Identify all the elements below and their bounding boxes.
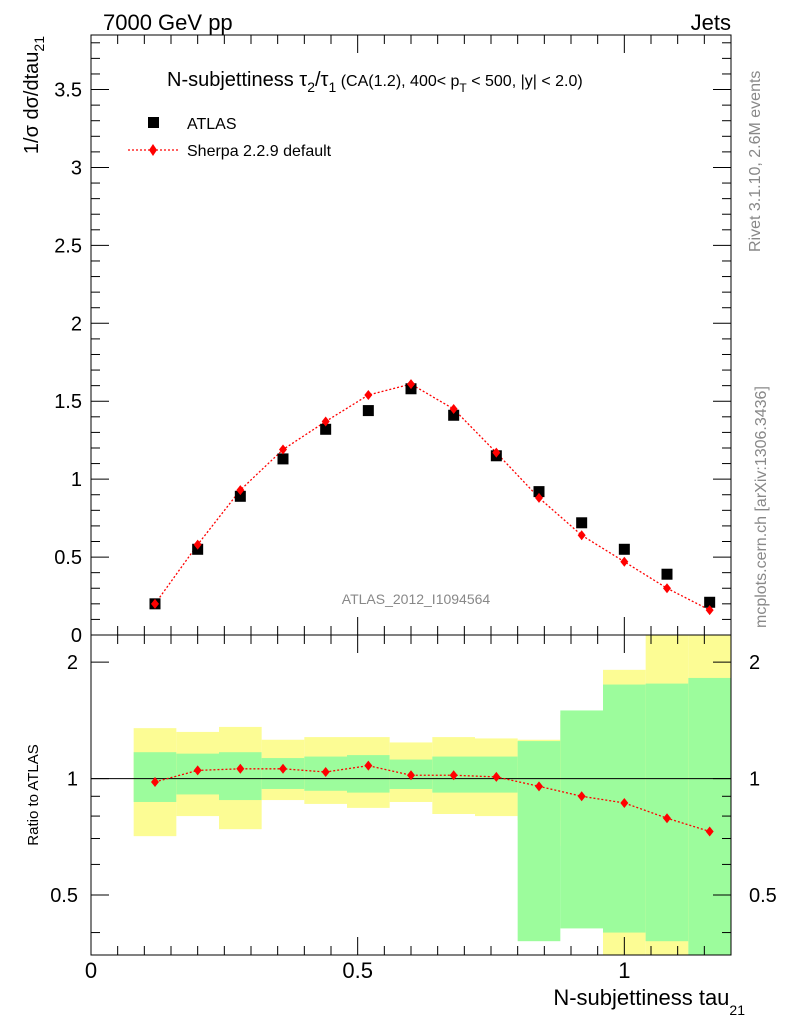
sherpa-point <box>535 492 543 503</box>
ratio-y-tick-label-left: 0.5 <box>50 885 78 907</box>
legend-atlas-label: ATLAS <box>187 116 237 133</box>
main-axis-ticks: 0.5 1 1.5 2 2.5 3 3.5 0 <box>54 42 731 647</box>
main-y-tick-label-zero: 0 <box>71 625 82 647</box>
ratio-mc-point <box>492 771 501 782</box>
ratio-y-label: Ratio to ATLAS <box>25 744 42 845</box>
x-axis-ticks: 0 0.5 1 <box>85 35 732 983</box>
header-left: 7000 GeV pp <box>103 10 233 35</box>
ratio-mc-points <box>151 760 714 837</box>
x-tick-label: 1 <box>618 958 630 983</box>
atlas-point <box>320 423 332 435</box>
sherpa-point <box>620 556 629 567</box>
header-right: Jets <box>691 10 731 35</box>
ratio-y-tick-label-right: 0.5 <box>749 885 777 907</box>
main-y-tick-label: 2 <box>71 313 82 335</box>
x-axis-label: N-subjettiness tau21 <box>553 985 745 1018</box>
atlas-point <box>618 543 630 555</box>
ratio-mc-point <box>151 776 159 787</box>
main-y-tick-label: 3.5 <box>54 80 82 102</box>
main-y-tick-label: 3 <box>71 157 82 179</box>
sherpa-point <box>321 416 330 427</box>
sherpa-point <box>407 379 415 390</box>
legend-sherpa-label: Sherpa 2.2.9 default <box>187 143 332 160</box>
band-inner-bin <box>560 710 603 929</box>
ratio-y-tick-label-left: 2 <box>67 652 78 674</box>
sherpa-point <box>663 583 671 594</box>
atlas-point <box>576 517 588 529</box>
ratio-mc-point <box>279 763 287 774</box>
sherpa-point <box>364 390 373 400</box>
sherpa-point <box>577 530 586 541</box>
title-prefix: N-subjettiness <box>167 69 299 91</box>
ratio-mc-point <box>535 781 543 792</box>
atlas-point <box>234 490 246 502</box>
ratio-y-tick-label-left: 1 <box>67 769 78 791</box>
ratio-y-tick-label-right: 1 <box>749 769 760 791</box>
sherpa-point <box>279 444 287 455</box>
title-suffix-a: (CA(1.2), 400< p <box>336 73 459 90</box>
x-tick-label: 0.5 <box>342 958 373 983</box>
ratio-uncertainty-bands <box>133 635 731 955</box>
ratio-axis-ticks: 0.5 0.5 1 1 2 2 <box>50 652 777 934</box>
atlas-point <box>448 409 460 421</box>
main-y-tick-label: 2.5 <box>54 235 82 257</box>
title-sub-t: T <box>459 81 467 95</box>
x-tick-label: 0 <box>85 958 97 983</box>
sherpa-point <box>151 598 159 609</box>
atlas-point <box>533 486 545 498</box>
main-y-tick-label: 1.5 <box>54 391 82 413</box>
band-inner-bin <box>645 683 689 942</box>
ratio-mc-point <box>321 766 330 777</box>
atlas-point <box>277 453 289 465</box>
main-y-label-text: 1/σ dσ/dtau <box>21 52 43 155</box>
band-inner-bin <box>517 741 561 942</box>
ratio-mc-point <box>193 765 202 776</box>
legend: ATLAS Sherpa 2.2.9 default <box>128 116 332 160</box>
sherpa-point <box>449 404 458 415</box>
band-inner-bin <box>219 752 262 801</box>
atlas-points <box>149 383 716 610</box>
title-sub2: 2 <box>307 79 315 95</box>
main-y-tick-label: 0.5 <box>54 547 82 569</box>
mcplots-label: mcplots.cern.ch [arXiv:1306.3436] <box>753 386 770 628</box>
title-tau2: τ <box>299 69 307 91</box>
x-axis-label-sub: 21 <box>729 1002 745 1018</box>
main-y-label: 1/σ dσ/dtau21 <box>21 36 47 154</box>
title-suffix-b: < 500, |y| < 2.0) <box>467 73 583 90</box>
title-sub1: 1 <box>328 79 336 95</box>
title-tau1: τ <box>321 69 329 91</box>
main-y-label-sub: 21 <box>31 36 47 52</box>
ratio-mc-line <box>154 764 710 833</box>
sherpa-line <box>154 383 710 611</box>
x-axis-label-text: N-subjettiness tau <box>553 985 729 1010</box>
ratio-mc-point <box>449 770 458 781</box>
sherpa-polyline <box>154 383 710 611</box>
sherpa-point <box>193 539 202 550</box>
ratio-mc-point <box>705 826 714 837</box>
title-slash: / <box>315 69 321 91</box>
ratio-mc-point <box>663 813 671 824</box>
band-inner-bin <box>603 684 646 933</box>
plot-title: N-subjettiness τ2/τ1 (CA(1.2), 400< pT <… <box>167 69 583 95</box>
ratio-mc-point <box>577 791 586 802</box>
sherpa-points <box>151 379 714 616</box>
atlas-point <box>362 405 374 417</box>
sherpa-point <box>492 447 501 458</box>
sherpa-point <box>705 605 714 616</box>
analysis-id: ATLAS_2012_I1094564 <box>342 591 491 607</box>
legend-sherpa-marker <box>149 144 157 156</box>
main-y-tick-label: 1 <box>71 469 82 491</box>
ratio-y-tick-label-right: 2 <box>749 652 760 674</box>
ratio-mc-point <box>620 797 629 808</box>
ratio-mc-point <box>364 760 373 771</box>
ratio-mc-point <box>236 763 245 774</box>
rivet-label: Rivet 3.1.10, 2.6M events <box>747 71 764 252</box>
atlas-point <box>661 568 673 580</box>
ratio-mc-point <box>407 770 415 781</box>
sherpa-point <box>236 485 245 496</box>
legend-atlas-marker <box>148 117 159 128</box>
atlas-point <box>704 596 716 608</box>
